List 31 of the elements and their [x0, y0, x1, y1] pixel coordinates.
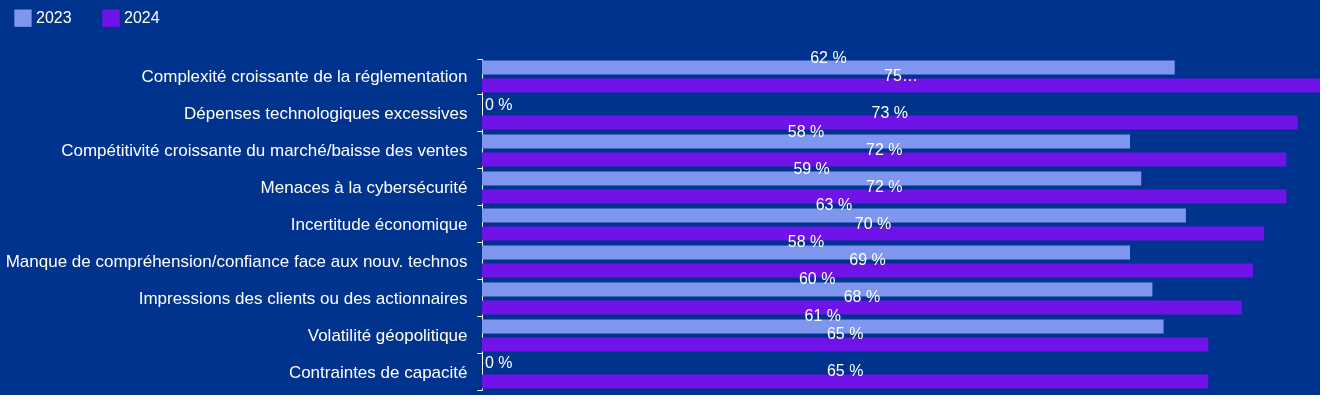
data-label: 65 %: [826, 362, 864, 380]
y-tick-label: Complexité croissante de la réglementation: [141, 67, 468, 87]
legend-label: 2024: [124, 9, 160, 27]
y-tick-label: Compétitivité croissante du marché/baisse des ventes: [61, 141, 468, 161]
data-label: 60 %: [798, 270, 836, 288]
y-tick-label: Incertitude économique: [290, 215, 468, 234]
data-label: 63 %: [815, 196, 853, 214]
data-label: 58 %: [787, 122, 825, 140]
data-label: 65 %: [826, 325, 864, 343]
y-tick-label: Dépenses technologiques excessives: [183, 104, 468, 124]
data-label: 69 %: [849, 251, 886, 269]
data-label: 73 %: [871, 103, 909, 121]
legend-label: 2023: [36, 9, 72, 27]
y-tick-label: Contraintes de capacité: [288, 362, 468, 382]
data-label: 0 %: [485, 354, 513, 372]
data-label: 59 %: [793, 159, 830, 177]
y-tick-label: Impressions des clients ou des actionnaires: [138, 288, 468, 308]
data-label: 75…: [884, 66, 918, 84]
data-label: 0 %: [485, 95, 513, 113]
data-label: 72 %: [866, 140, 903, 158]
data-label: 62 %: [810, 48, 847, 66]
y-tick-label: Manque de compréhension/confiance face aux nouv. technos: [5, 251, 468, 271]
data-label: 68 %: [843, 288, 881, 306]
y-tick-label: Menaces à la cybersécurité: [260, 178, 468, 198]
data-label: 58 %: [787, 233, 825, 251]
bar: [482, 374, 1209, 389]
y-tick-label: Volatilité géopolitique: [307, 325, 468, 345]
bar: [482, 337, 1209, 352]
data-label: 70 %: [854, 214, 892, 232]
data-label: 61 %: [804, 307, 842, 325]
data-label: 72 %: [866, 177, 903, 195]
